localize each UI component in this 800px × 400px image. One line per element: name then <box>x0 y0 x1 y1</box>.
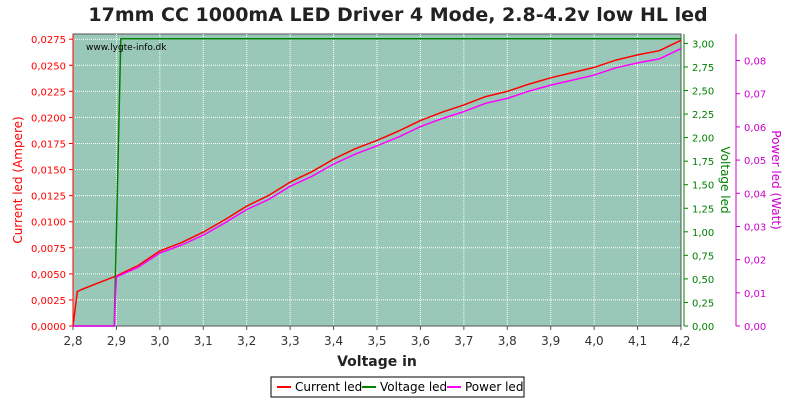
right-voltage-tick-label: 2,25 <box>692 110 714 121</box>
left-tick-label: 0,0125 <box>31 192 66 203</box>
right-voltage-tick-label: 0,75 <box>692 251 714 262</box>
right-power-axis-label: Power led (Watt) <box>769 130 783 229</box>
left-tick-label: 0,0200 <box>31 113 66 124</box>
right-power-tick-label: 0,02 <box>744 256 766 267</box>
right-voltage-tick-label: 2,75 <box>692 63 714 74</box>
right-power-tick-label: 0,05 <box>744 156 766 167</box>
x-tick-label: 4,1 <box>628 334 647 348</box>
right-power-tick-label: 0,06 <box>744 123 766 134</box>
right-voltage-tick-label: 0,50 <box>692 275 714 286</box>
left-tick-label: 0,0250 <box>31 61 66 72</box>
right-voltage-tick-label: 1,75 <box>692 157 714 168</box>
left-axis-label: Current led (Ampere) <box>11 116 25 243</box>
grid <box>73 34 681 326</box>
left-tick-label: 0,0175 <box>31 140 66 151</box>
right-voltage-tick-label: 2,00 <box>692 134 714 145</box>
right-power-tick-label: 0,04 <box>744 189 766 200</box>
x-tick-label: 3,2 <box>237 334 256 348</box>
right-voltage-axis-label: Voltage led <box>718 146 732 213</box>
right-power-tick-label: 0,01 <box>744 289 766 300</box>
left-tick-label: 0,0275 <box>31 35 66 46</box>
right-voltage-tick-label: 1,25 <box>692 204 714 215</box>
right-power-tick-label: 0,07 <box>744 90 766 101</box>
series <box>72 37 682 327</box>
x-tick-label: 3,6 <box>411 334 430 348</box>
left-tick-label: 0,0225 <box>31 87 66 98</box>
x-tick-label: 3,5 <box>367 334 386 348</box>
legend-voltage-label: Voltage led <box>380 380 447 394</box>
x-tick-label: 4,0 <box>585 334 604 348</box>
right-power-tick-label: 0,03 <box>744 222 766 233</box>
chart-title: 17mm CC 1000mA LED Driver 4 Mode, 2.8-4.… <box>88 4 707 26</box>
left-tick-label: 0,0150 <box>31 166 66 177</box>
left-tick-label: 0,0100 <box>31 218 66 229</box>
axes: 2,8 2,9 3,0 3,1 3,2 3,3 3,4 3,5 3,6 3,7 3,8 3,9 4,0 4… <box>31 34 766 348</box>
right-voltage-tick-label: 2,50 <box>692 87 714 98</box>
x-tick-label: 3,0 <box>150 334 169 348</box>
x-tick-label: 3,3 <box>281 334 300 348</box>
legend-power-label: Power led <box>465 380 523 394</box>
x-tick-label: 3,1 <box>194 334 213 348</box>
x-axis-label: Voltage in <box>337 354 417 370</box>
right-voltage-tick-label: 3,00 <box>692 39 714 50</box>
x-tick-label: 2,8 <box>63 334 82 348</box>
watermark-text: www.lygte-info.dk <box>86 43 167 53</box>
x-tick-label: 3,9 <box>541 334 560 348</box>
x-tick-label: 3,8 <box>498 334 517 348</box>
legend: Current led Voltage led Power led <box>270 376 525 398</box>
right-power-tick-label: 0,00 <box>744 322 766 333</box>
right-voltage-tick-label: 1,50 <box>692 181 714 192</box>
legend-box <box>270 376 525 398</box>
current-led-line <box>72 39 682 327</box>
right-voltage-tick-label: 1,00 <box>692 228 714 239</box>
right-voltage-tick-label: 0,25 <box>692 298 714 309</box>
x-tick-label: 3,7 <box>454 334 473 348</box>
left-tick-label: 0,0025 <box>31 296 66 307</box>
right-voltage-tick-label: 0,00 <box>692 322 714 333</box>
x-tick-label: 3,4 <box>324 334 343 348</box>
left-tick-label: 0,0000 <box>31 322 66 333</box>
power-led-line <box>73 47 682 327</box>
right-power-tick-label: 0,08 <box>744 57 766 68</box>
left-tick-label: 0,0050 <box>31 270 66 281</box>
left-tick-label: 0,0075 <box>31 244 66 255</box>
x-tick-label: 4,2 <box>671 334 690 348</box>
x-tick-label: 2,9 <box>107 334 126 348</box>
legend-current-label: Current led <box>295 380 362 394</box>
